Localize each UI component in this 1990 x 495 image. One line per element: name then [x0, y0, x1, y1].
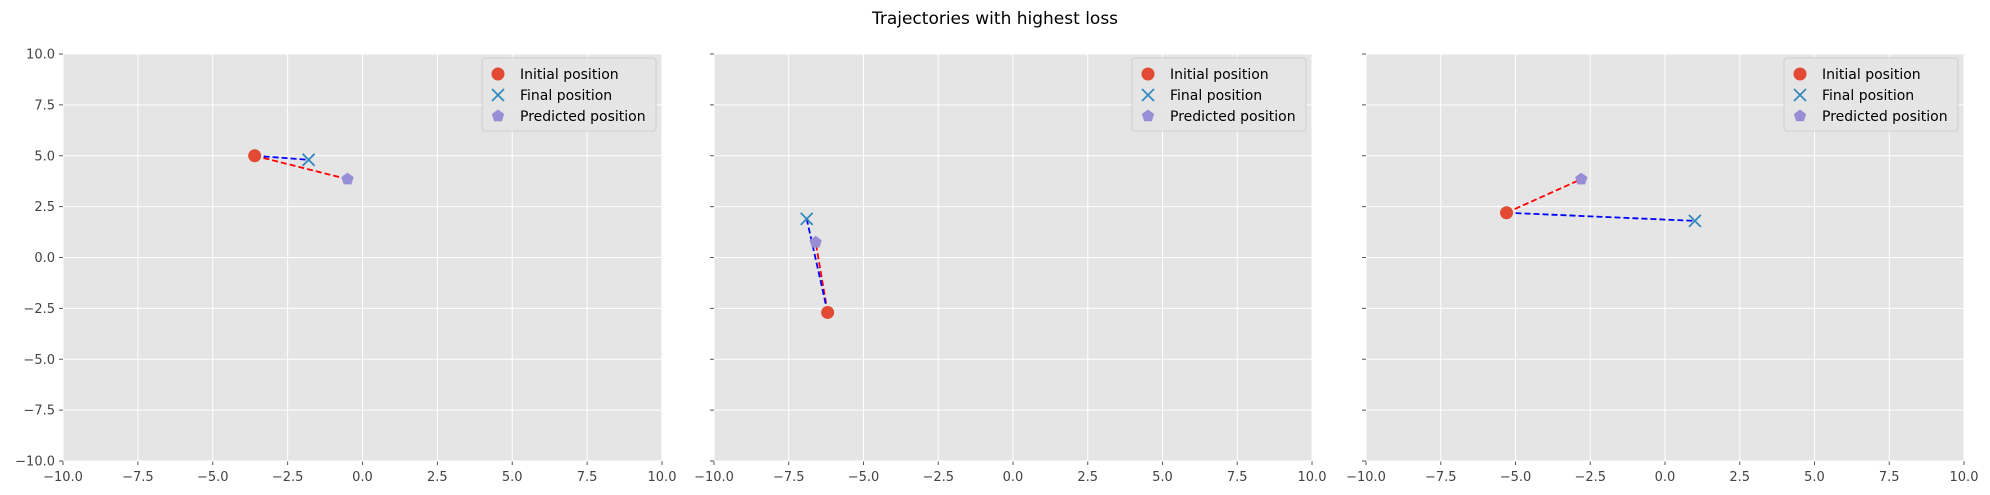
x-tick-label: −10.0	[1346, 470, 1386, 485]
x-tick-label: −5.0	[848, 470, 880, 485]
y-tick-label: −10.0	[15, 455, 55, 470]
x-tick-label: −7.5	[122, 470, 154, 485]
legend-final-marker	[491, 88, 505, 102]
x-tick-label: −5.0	[197, 470, 229, 485]
legend-final-marker-stroke-b	[1141, 88, 1155, 102]
x-tick-label: −2.5	[1574, 470, 1606, 485]
subplots: −10.0 −7.5 −5.0 −2.5 0.0 2.5 5.0 7.5 10.0 10.0 7.5…	[15, 48, 1978, 486]
legend: Initial position Final position Predicted …	[481, 57, 657, 132]
y-tick-label: 2.5	[34, 200, 55, 215]
x-tick-label: 7.5	[1879, 470, 1900, 485]
final-position-marker	[301, 153, 316, 167]
subplot-1: −10.0 −7.5 −5.0 −2.5 0.0 2.5 5.0 7.5 10.0 10.0 7.5…	[15, 48, 676, 486]
final-position-marker-stroke-b	[800, 212, 814, 226]
figure-title: Trajectories with highest loss	[871, 9, 1118, 29]
legend-label: Predicted position	[520, 109, 646, 125]
final-position-marker-stroke-b	[301, 153, 316, 167]
legend-label: Initial position	[1822, 67, 1921, 83]
x-tick-label: −7.5	[773, 470, 805, 485]
final-position-marker-stroke-b	[1688, 214, 1702, 228]
y-tick-label: 10.0	[26, 48, 55, 63]
actual-trajectory-line	[805, 218, 829, 313]
x-tick-label: 2.5	[1077, 470, 1098, 485]
x-tick-label: 5.0	[1152, 470, 1173, 485]
legend-frame	[1131, 57, 1307, 132]
x-tick-label: 5.0	[1804, 470, 1825, 485]
x-tick-label: 5.0	[502, 470, 523, 485]
x-tick-label: −10.0	[43, 470, 83, 485]
predicted-trajectory-line	[254, 154, 348, 181]
y-tick-label: −2.5	[23, 302, 55, 317]
legend-label: Predicted position	[1822, 109, 1948, 125]
y-tick-label: −5.0	[23, 353, 55, 368]
x-tick-label: 7.5	[1227, 470, 1248, 485]
x-tick-label: 10.0	[1298, 470, 1327, 485]
x-tick-label: 10.0	[1950, 470, 1979, 485]
y-tick-label: 7.5	[34, 98, 55, 113]
predicted-trajectory-line	[1506, 178, 1582, 214]
legend-predicted-marker	[1141, 109, 1155, 122]
x-tick-label: 0.0	[1655, 470, 1676, 485]
legend: Initial position Final position Predicted …	[1131, 57, 1307, 132]
legend: Initial position Final position Predicted …	[1783, 57, 1959, 132]
legend-frame	[481, 57, 657, 132]
x-tick-label: 10.0	[648, 470, 677, 485]
legend-final-marker-stroke-b	[491, 88, 505, 102]
x-tick-label: −10.0	[694, 470, 734, 485]
x-tick-label: 0.0	[1003, 470, 1024, 485]
initial-position-marker	[821, 305, 835, 319]
legend-frame	[1783, 57, 1959, 132]
initial-position-marker	[1500, 206, 1514, 220]
actual-trajectory-line	[1506, 211, 1695, 222]
x-tick-label: −5.0	[1500, 470, 1532, 485]
legend-final-marker	[1141, 88, 1155, 102]
subplot-2: −10.0 −7.5 −5.0 −2.5 0.0 2.5 5.0 7.5 10.0 Initial…	[694, 53, 1327, 485]
x-tick-label: 2.5	[427, 470, 448, 485]
x-tick-label: −2.5	[922, 470, 954, 485]
legend-final-marker	[1793, 88, 1807, 102]
actual-trajectory-line	[254, 154, 309, 161]
predicted-position-marker	[809, 235, 822, 248]
legend-label: Final position	[1822, 88, 1914, 104]
initial-position-marker	[248, 149, 262, 163]
legend-label: Final position	[520, 88, 612, 104]
x-tick-label: −2.5	[272, 470, 304, 485]
legend-predicted-marker	[1793, 109, 1807, 122]
final-position-marker	[800, 212, 814, 226]
legend-predicted-marker	[491, 109, 505, 122]
legend-final-marker-stroke-b	[1793, 88, 1807, 102]
predicted-position-marker	[341, 172, 354, 185]
predicted-position-marker	[1575, 172, 1588, 185]
legend-label: Predicted position	[1170, 109, 1296, 125]
x-tick-label: −7.5	[1425, 470, 1457, 485]
legend-label: Initial position	[520, 67, 619, 83]
subplot-3: −10.0 −7.5 −5.0 −2.5 0.0 2.5 5.0 7.5 10.0 Initial…	[1346, 53, 1979, 485]
legend-label: Initial position	[1170, 67, 1269, 83]
y-tick-label: −7.5	[23, 404, 55, 419]
x-tick-label: 0.0	[352, 470, 373, 485]
x-tick-label: 7.5	[577, 470, 598, 485]
y-tick-label: 0.0	[34, 251, 55, 266]
x-tick-label: 2.5	[1729, 470, 1750, 485]
legend-initial-marker	[1141, 67, 1155, 81]
final-position-marker	[1688, 214, 1702, 228]
legend-initial-marker	[1793, 67, 1807, 81]
legend-label: Final position	[1170, 88, 1262, 104]
legend-initial-marker	[491, 67, 505, 81]
y-tick-label: 5.0	[34, 149, 55, 164]
